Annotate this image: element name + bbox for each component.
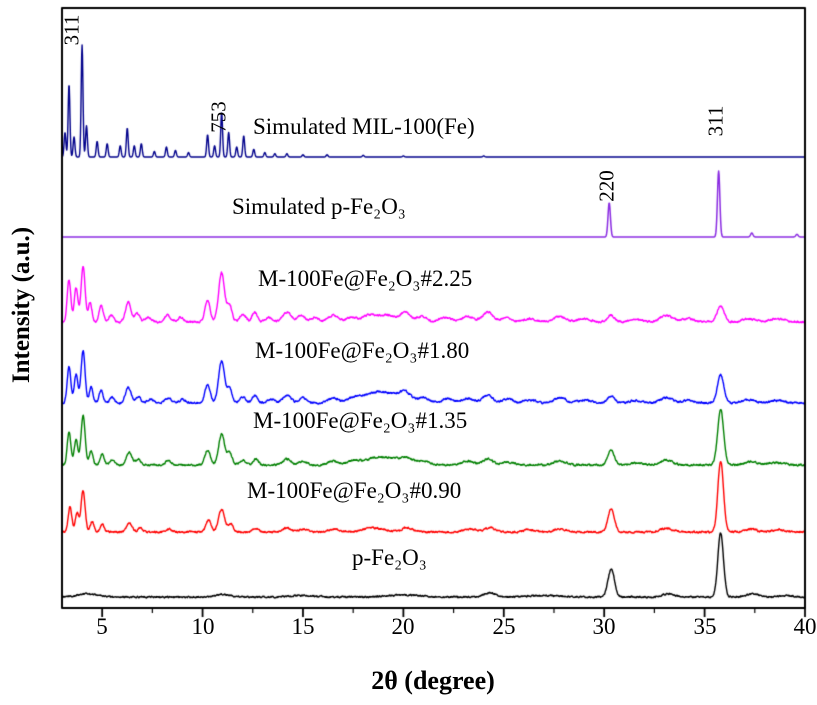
series-label-m100fe-0-90: M-100Fe@Fe₂O₃#0.90 <box>247 478 462 503</box>
x-tick-label-5: 5 <box>96 614 108 639</box>
x-tick-label-10: 10 <box>191 614 215 639</box>
peak-annotation-311-fe2o3: 311 <box>703 105 728 137</box>
peak-annotation-220: 220 <box>594 170 619 202</box>
series-label-m100fe-1-80: M-100Fe@Fe₂O₃#1.80 <box>255 338 470 363</box>
x-axis-label: 2θ (degree) <box>371 666 495 695</box>
x-tick-label-20: 20 <box>391 614 415 639</box>
x-tick-label-15: 15 <box>291 614 315 639</box>
y-axis-label: Intensity (a.u.) <box>8 226 35 384</box>
series-label-simulated-p-fe2o3: Simulated p-Fe₂O₃ <box>232 194 406 219</box>
peak-annotation-311-mil: 311 <box>59 14 84 46</box>
series-label-m100fe-2-25: M-100Fe@Fe₂O₃#2.25 <box>258 266 473 291</box>
series-label-simulated-mil100fe: Simulated MIL-100(Fe) <box>253 114 475 139</box>
peak-annotation-753: 753 <box>206 101 231 133</box>
x-tick-label-25: 25 <box>492 614 516 639</box>
series-label-p-fe2o3: p-Fe₂O₃ <box>352 545 427 570</box>
x-tick-label-40: 40 <box>793 614 817 639</box>
x-tick-label-35: 35 <box>693 614 717 639</box>
x-tick-label-30: 30 <box>592 614 616 639</box>
series-label-m100fe-1-35: M-100Fe@Fe₂O₃#1.35 <box>253 408 468 433</box>
